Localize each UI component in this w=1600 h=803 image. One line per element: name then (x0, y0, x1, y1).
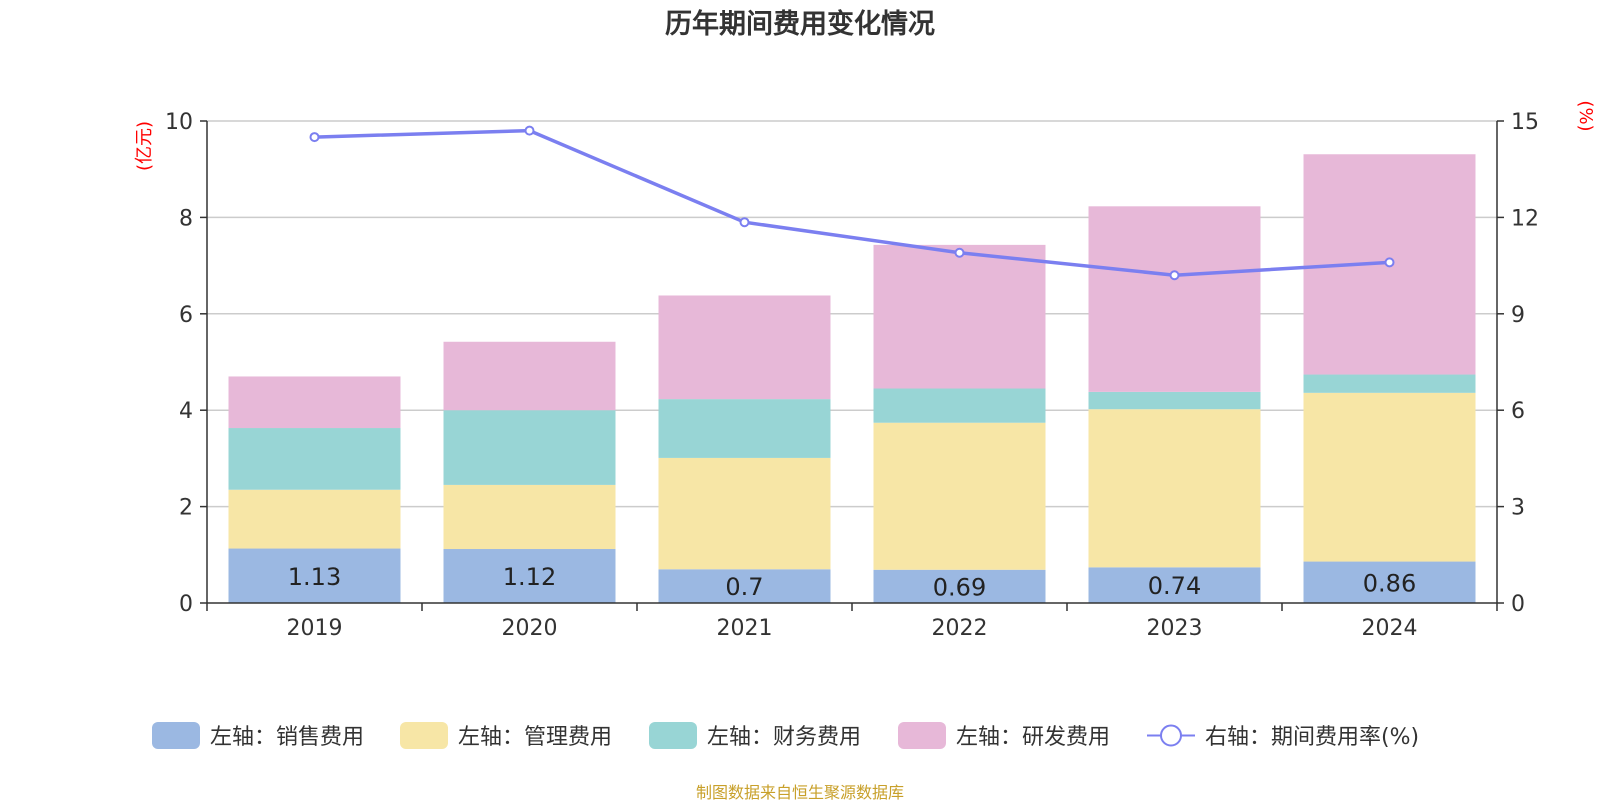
bar-segment-2 (1303, 374, 1476, 393)
rate-point (524, 125, 535, 136)
bar-segment-1 (1088, 409, 1261, 568)
legend-item[interactable]: 左轴：管理费用 (400, 718, 612, 752)
bar-segment-2 (443, 410, 616, 485)
right-tick-label: 9 (1511, 303, 1525, 328)
bar-segment-0 (1088, 567, 1261, 603)
legend-label: 左轴：管理费用 (458, 725, 613, 750)
legend-swatch (649, 721, 697, 749)
bar-segment-3 (443, 341, 616, 411)
rate-line-layer (309, 125, 1395, 281)
bar-segment-2 (228, 428, 401, 490)
bar-data-label: 0.74 (1148, 572, 1201, 600)
bar-segment-3 (658, 295, 831, 400)
right-tick-label: 12 (1511, 206, 1539, 231)
x-tick-label: 2021 (717, 616, 773, 641)
bar-segment-3 (873, 244, 1046, 389)
bar-segment-1 (658, 457, 831, 570)
rate-point (1384, 257, 1395, 268)
legend-label: 左轴：销售费用 (210, 725, 365, 750)
bar-data-label: 1.12 (503, 563, 556, 591)
x-tick-label: 2024 (1362, 616, 1418, 641)
bar-segment-2 (658, 399, 831, 458)
bar-data-label: 0.69 (933, 573, 986, 601)
left-tick-label: 0 (179, 592, 193, 617)
right-tick-label: 6 (1511, 399, 1525, 424)
bar-segment-2 (1088, 391, 1261, 410)
legend-item[interactable]: 右轴：期间费用率(%) (1147, 718, 1419, 752)
bar-layer (228, 154, 1476, 603)
legend-line-marker-icon (1147, 724, 1195, 746)
bar-segment-3 (228, 376, 401, 429)
bar-segment-3 (1088, 206, 1261, 392)
legend-item[interactable]: 左轴：研发费用 (898, 718, 1110, 752)
data-labels: 1.13 1.12 0.7 0.69 0.74 0.86 (288, 563, 1416, 602)
legend-item[interactable]: 左轴：财务费用 (649, 718, 861, 752)
left-tick-label: 4 (179, 399, 193, 424)
rate-point (954, 247, 965, 258)
bar-segment-2 (873, 388, 1046, 423)
bar-data-label: 0.86 (1363, 569, 1416, 597)
chart-title: 历年期间费用变化情况 (665, 9, 935, 40)
legend-swatch (152, 721, 200, 749)
bar-segment-0 (873, 569, 1046, 603)
left-tick-label: 10 (165, 110, 193, 135)
x-tick-label: 2023 (1147, 616, 1203, 641)
right-tick-label: 3 (1511, 496, 1525, 521)
left-tick-label: 8 (179, 206, 193, 231)
legend-swatch (898, 721, 946, 749)
x-tick-label: 2020 (502, 616, 558, 641)
legend-swatch (400, 721, 448, 749)
right-tick-label: 15 (1511, 110, 1539, 135)
legend-label: 左轴：财务费用 (707, 725, 862, 750)
rate-point (309, 132, 320, 143)
bar-segment-0 (443, 549, 616, 603)
left-tick-label: 6 (179, 303, 193, 328)
legend: 左轴：销售费用 左轴：管理费用 左轴：财务费用 左轴：研发费用 右轴：期间费用率(%) (0, 718, 1600, 752)
legend-label: 右轴：期间费用率(%) (1205, 725, 1420, 750)
rate-line (314, 128, 1390, 277)
grid-lines (207, 120, 1497, 508)
left-axis-unit: (亿元) (134, 121, 155, 171)
source-note: 制图数据来自恒生聚源数据库 (695, 783, 904, 802)
x-tick-label: 2019 (287, 616, 343, 641)
left-tick-label: 2 (179, 496, 193, 521)
bar-segment-1 (228, 489, 401, 549)
right-tick-label: 0 (1511, 592, 1525, 617)
right-axis-unit: (%) (1575, 100, 1596, 131)
x-tick-label: 2022 (932, 616, 988, 641)
rate-point (1169, 270, 1180, 281)
axes: 0 2 4 6 8 10 0 3 6 9 12 15 2019 2020 2021 2022 2023 2024 (… (134, 100, 1596, 641)
legend-label: 左轴：研发费用 (956, 725, 1111, 750)
bar-segment-1 (1303, 392, 1476, 562)
legend-item[interactable]: 左轴：销售费用 (152, 718, 364, 752)
bar-data-label: 0.7 (725, 573, 763, 601)
bar-segment-1 (873, 422, 1046, 570)
bar-data-label: 1.13 (288, 563, 341, 591)
bar-segment-0 (1303, 561, 1476, 603)
rate-point (739, 217, 750, 228)
bar-segment-1 (443, 484, 616, 550)
bar-segment-0 (228, 548, 401, 603)
bar-segment-0 (658, 569, 831, 603)
